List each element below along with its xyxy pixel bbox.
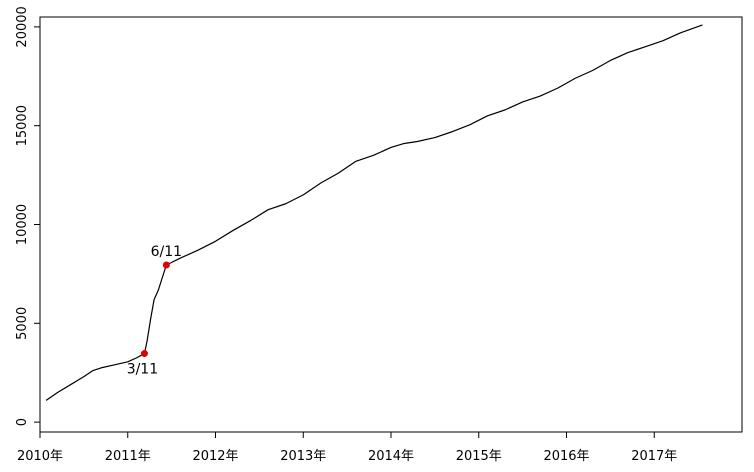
y-axis: 0 5000 10000 15000 20000 [15, 6, 40, 426]
y-tick-label: 15000 [15, 105, 30, 146]
y-tick-label: 10000 [15, 204, 30, 245]
y-tick-label: 5000 [15, 307, 30, 340]
annotation-point [140, 350, 148, 358]
annotation-point [162, 261, 170, 269]
x-axis: 2010年 2011年 2012年 2013年 2014年 2015年 2016年 2017年 [17, 432, 677, 464]
x-tick-label: 2017年 [631, 449, 677, 464]
y-tick-label: 0 [15, 418, 30, 426]
x-tick-label: 2012年 [192, 449, 238, 464]
x-tick-label: 2013年 [280, 449, 326, 464]
annotation-label: 3/11 [127, 362, 158, 378]
x-tick-label: 2016年 [543, 449, 589, 464]
y-tick-label: 20000 [15, 6, 30, 47]
x-tick-label: 2015年 [456, 449, 502, 464]
x-tick-label: 2014年 [368, 449, 414, 464]
x-tick-label: 2011年 [105, 449, 151, 464]
series-line [45, 24, 703, 401]
annotation-label: 6/11 [151, 244, 182, 260]
x-tick-label: 2010年 [17, 449, 63, 464]
annotations: 3/11 6/11 [127, 244, 182, 378]
